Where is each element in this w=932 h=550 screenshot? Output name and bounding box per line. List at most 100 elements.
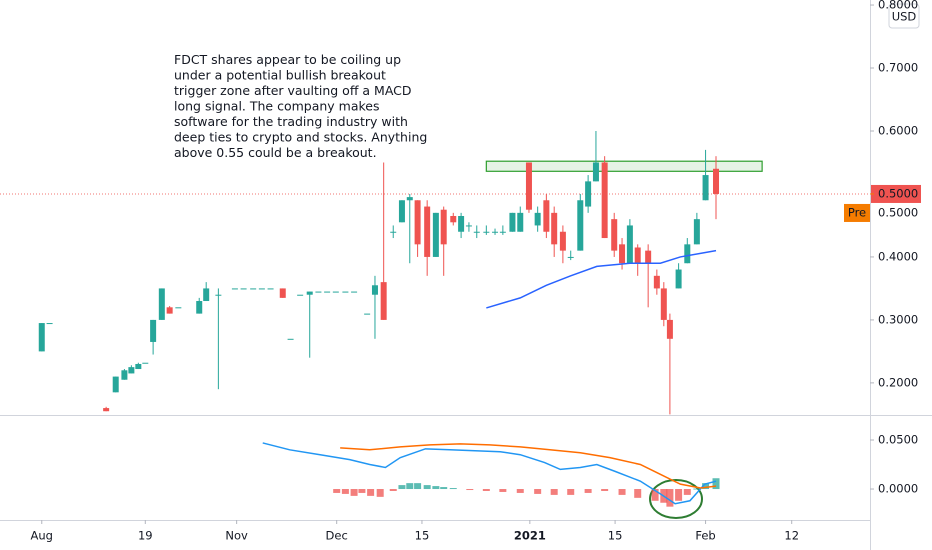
candle-body — [653, 275, 660, 289]
annotation-line: trigger zone after vaulting off a MACD — [174, 83, 412, 98]
histogram-bar — [702, 483, 710, 490]
candle-body — [142, 362, 149, 364]
candle-body — [517, 212, 524, 232]
histogram-bar — [341, 489, 349, 494]
candle-body — [713, 168, 720, 194]
y-tick-label: 0.4000 — [878, 249, 918, 263]
candle-body — [121, 370, 128, 380]
candle-body — [166, 307, 173, 314]
candle-body — [103, 408, 110, 412]
histogram-bar — [499, 489, 507, 492]
histogram-bar — [449, 488, 457, 490]
x-tick-label: Nov — [225, 529, 248, 543]
annotation-line: above 0.55 could be a breakout. — [174, 145, 377, 160]
candle-body — [203, 288, 210, 302]
premarket-name: Pre — [848, 205, 866, 219]
candle-body — [551, 212, 558, 245]
breakout-zone — [485, 160, 763, 172]
candle-body — [634, 247, 641, 264]
histogram-bar — [651, 489, 659, 501]
candle-body — [287, 338, 294, 340]
candle-body — [567, 256, 574, 258]
candle-body — [150, 319, 157, 342]
y-tick-label: 0.2000 — [878, 375, 918, 389]
histogram-bar — [634, 489, 642, 498]
histogram-bar — [406, 483, 414, 490]
histogram-bar — [482, 489, 490, 491]
candle-body — [577, 200, 584, 251]
candle-body — [499, 231, 506, 233]
histogram-bar — [398, 485, 406, 490]
histogram-bar — [423, 485, 431, 490]
histogram-bar — [466, 489, 474, 491]
currency-badge[interactable] — [888, 3, 920, 29]
candle-body — [675, 269, 682, 289]
candle-body — [440, 209, 447, 245]
x-tick-label: Dec — [326, 529, 348, 543]
candle-body — [135, 363, 142, 370]
x-tick-label: 2021 — [514, 529, 546, 543]
candle-body — [297, 294, 304, 296]
candle-body — [702, 175, 709, 201]
x-tick-label: Feb — [695, 529, 715, 543]
candle-body — [46, 323, 53, 325]
candle-body — [371, 285, 378, 295]
candle-body — [611, 219, 618, 251]
annotation-line: long signal. The company makes — [174, 99, 380, 114]
candle-body — [324, 291, 331, 293]
x-tick-label: Aug — [31, 529, 53, 543]
candle-body — [306, 291, 313, 295]
x-tick-label: 12 — [784, 529, 799, 543]
macd-line — [262, 442, 717, 505]
histogram-bar — [440, 487, 448, 490]
candle-body — [315, 291, 322, 293]
candle-body — [525, 162, 532, 210]
candle-body — [534, 212, 541, 226]
histogram-bar — [712, 478, 720, 490]
histogram-bar — [432, 486, 440, 490]
candle-body — [351, 291, 358, 293]
candle-body — [196, 301, 203, 314]
candle-body — [175, 307, 182, 309]
histogram-bar — [350, 489, 358, 496]
candle-body — [458, 216, 465, 232]
candle-body — [684, 244, 691, 264]
histogram-bar — [683, 489, 691, 495]
premarket-name-tag — [844, 203, 870, 222]
candle-body — [601, 162, 608, 239]
histogram-bar — [693, 488, 701, 490]
candle-body — [112, 376, 119, 393]
annotation-line: deep ties to crypto and stocks. Anything — [174, 130, 427, 145]
histogram-bar — [358, 489, 366, 493]
candle-body — [342, 291, 349, 293]
candle-body — [158, 288, 165, 320]
last-price-tag — [871, 184, 921, 203]
candle-body — [414, 200, 421, 245]
histogram-bar — [584, 489, 592, 493]
annotation-line: software for the trading industry with — [174, 114, 408, 129]
candle-body — [380, 282, 387, 320]
annotation-line: under a potential bullish breakout — [174, 68, 386, 83]
annotation-line: FDCT shares appear to be coiling up — [174, 52, 401, 67]
candle-body — [406, 197, 413, 201]
candle-body — [543, 200, 550, 232]
currency: USD — [892, 10, 917, 24]
candle-body — [398, 200, 405, 223]
x-tick-label: 19 — [138, 529, 153, 543]
candle-body — [364, 313, 371, 315]
y-tick-label: 0.0500 — [878, 433, 918, 447]
candle-body — [483, 231, 490, 233]
candle-body — [38, 323, 45, 352]
x-tick-label: 15 — [415, 529, 430, 543]
candle-body — [559, 231, 566, 251]
y-tick-label: 0.6000 — [878, 123, 918, 137]
candle-body — [450, 216, 457, 223]
histogram-bar — [376, 489, 384, 497]
candle-body — [473, 231, 480, 233]
histogram-bar — [534, 489, 542, 494]
candle-body — [585, 181, 592, 207]
candle-body — [492, 231, 499, 233]
